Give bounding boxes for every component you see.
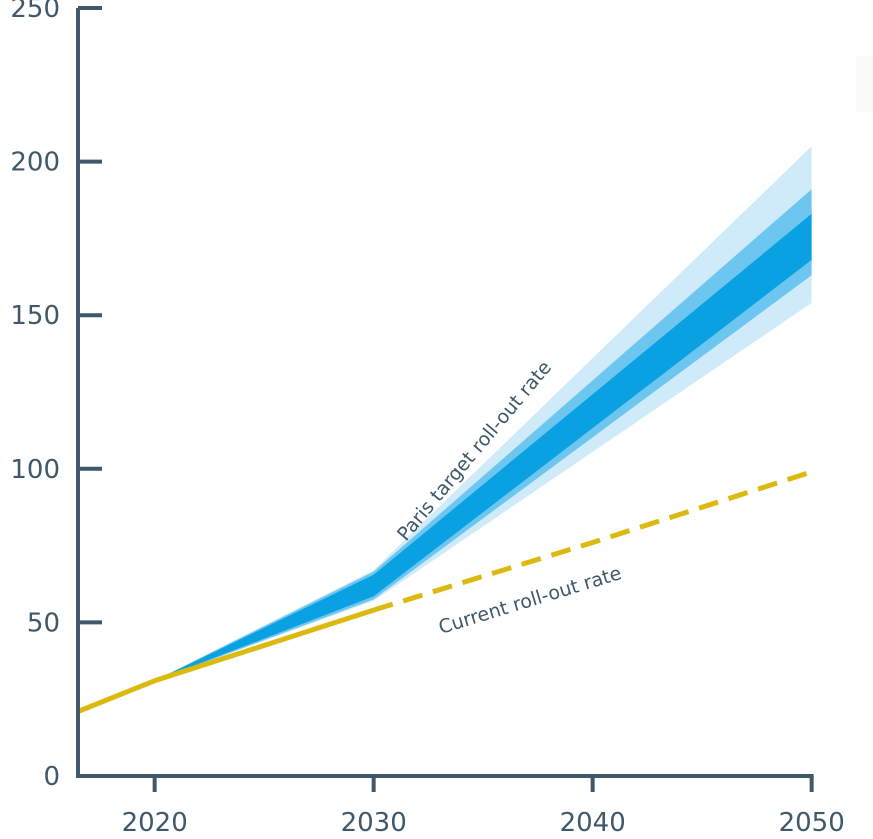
y-tick-label: 100	[10, 455, 60, 485]
x-tick-label: 2020	[122, 808, 188, 838]
tick-group: 0 50 100 150 200 250 2020 2030 2040 2050	[10, 0, 844, 838]
paris-band-group	[154, 146, 812, 681]
current-line-solid	[77, 607, 375, 714]
x-tick-label: 2050	[779, 808, 845, 838]
y-tick-label: 200	[10, 148, 60, 178]
axes	[76, 8, 814, 778]
x-tick-label: 2040	[560, 808, 626, 838]
y-tick-label: 250	[10, 0, 60, 24]
edge-artifact	[856, 56, 873, 112]
y-tick-label: 50	[27, 608, 60, 638]
x-tick-label: 2030	[341, 808, 407, 838]
y-tick-label: 0	[43, 762, 60, 792]
current-line-dashed	[372, 469, 813, 613]
current-line-group	[77, 469, 813, 714]
current-series-label: Current roll-out rate	[436, 562, 624, 639]
paris-band-outer	[154, 146, 812, 681]
y-tick-label: 150	[10, 301, 60, 331]
